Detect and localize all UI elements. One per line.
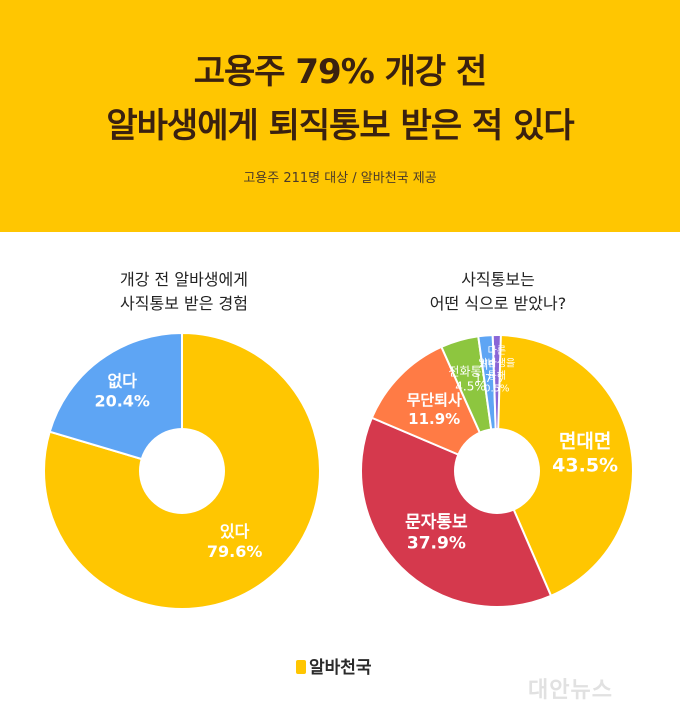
chart2-title: 사직통보는 어떤 식으로 받았나? bbox=[348, 268, 648, 316]
chart2-slice-1 bbox=[496, 333, 634, 598]
chart2-slice-2 bbox=[360, 416, 553, 608]
chart1-slice-1-label: 있다 79.6% bbox=[207, 522, 263, 561]
chart1-title-line1: 개강 전 알바생에게 bbox=[120, 270, 248, 289]
chart2-donut-hole bbox=[454, 428, 540, 514]
chart1-title-line2: 사직통보 받은 경험 bbox=[120, 294, 248, 313]
chart2-slice-4-label: 전화통보 4.5% bbox=[448, 364, 492, 393]
chart1-slice-2 bbox=[48, 331, 183, 473]
chart2-slice-6 bbox=[491, 334, 502, 472]
header-banner: 고용주 79% 개강 전 알바생에게 퇴직통보 받은 적 있다 고용주 211명… bbox=[0, 0, 680, 232]
page-title-line2: 알바생에게 퇴직통보 받은 적 있다 bbox=[106, 106, 574, 146]
chart2-slice-1-label: 면대면 43.5% bbox=[552, 431, 618, 477]
chart1-title: 개강 전 알바생에게 사직통보 받은 경험 bbox=[34, 268, 334, 316]
chart2-slice-2-label: 문자통보 37.9% bbox=[405, 512, 468, 553]
chart2-title-line1: 사직통보는 bbox=[461, 270, 535, 289]
logo-text: 알바천국 bbox=[309, 658, 372, 678]
page-title-line1: 고용주 79% 개강 전 bbox=[193, 52, 488, 92]
chart2-slice-3 bbox=[370, 345, 499, 473]
chart1-donut-hole bbox=[139, 428, 225, 514]
watermark: 대안뉴스 bbox=[528, 678, 613, 703]
page-subtitle: 고용주 211명 대상 / 알바천국 제공 bbox=[243, 171, 437, 186]
chart2-title-line2: 어떤 식으로 받았나? bbox=[429, 294, 567, 313]
albachunguk-logo: 알바천국 bbox=[296, 653, 372, 678]
bee-icon bbox=[296, 660, 306, 674]
chart1-slice-2-label: 없다 20.4% bbox=[94, 371, 150, 410]
chart2-slice-6-label: 다른 알바생을 통해 0.5% bbox=[478, 345, 515, 395]
chart2-slice-3-label: 무단퇴사 11.9% bbox=[407, 391, 462, 428]
chart1-slice-1 bbox=[43, 331, 321, 610]
